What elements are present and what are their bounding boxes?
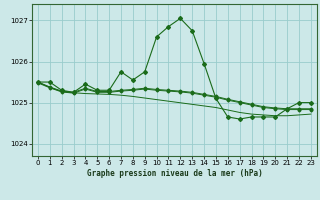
X-axis label: Graphe pression niveau de la mer (hPa): Graphe pression niveau de la mer (hPa): [86, 169, 262, 178]
